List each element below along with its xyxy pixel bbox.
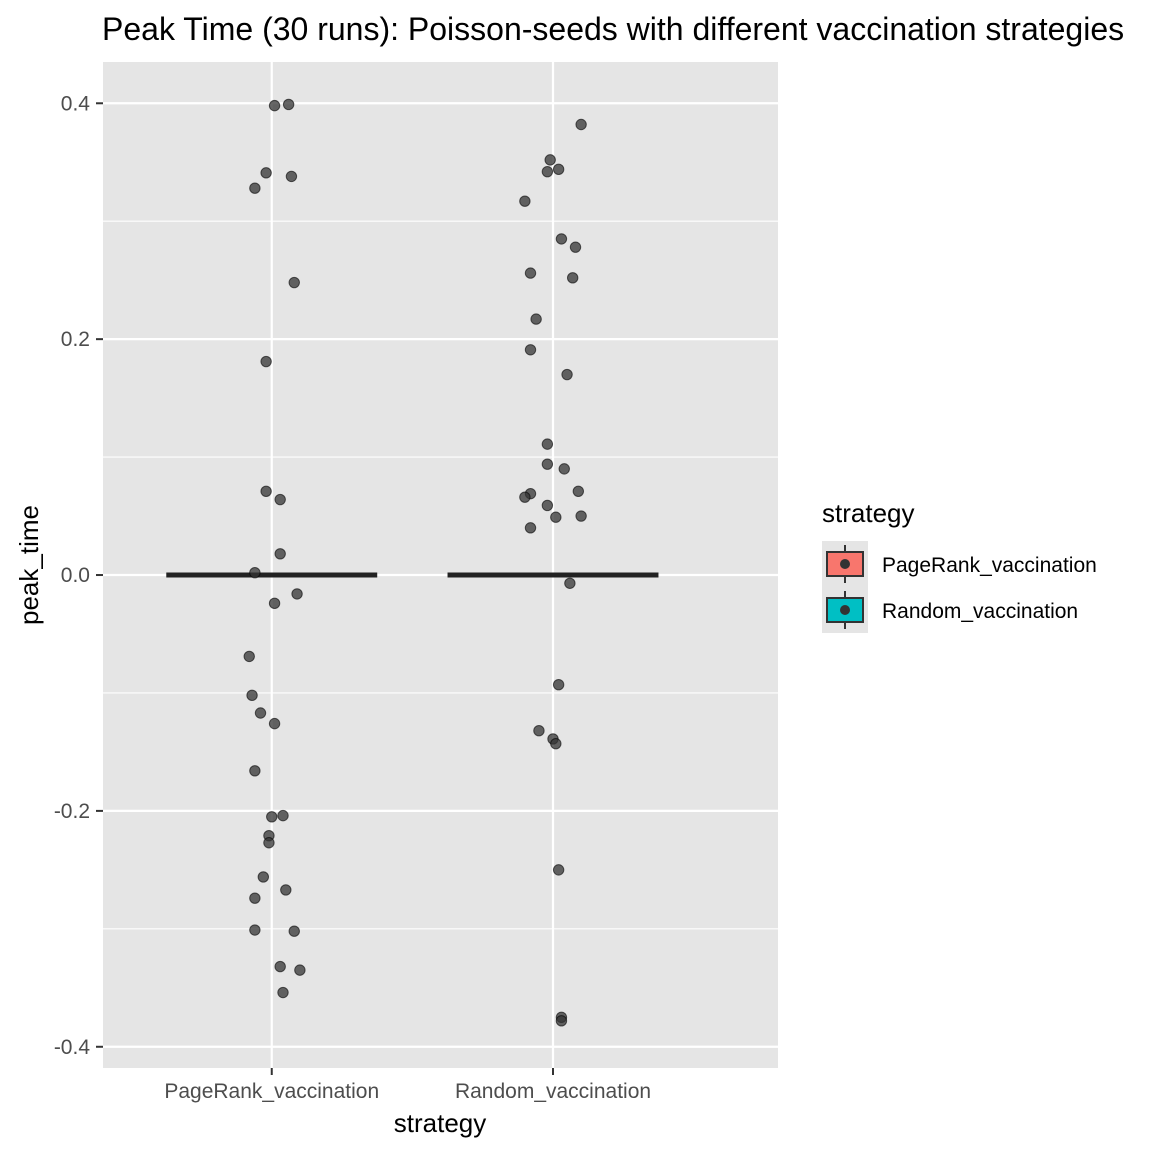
data-point (519, 491, 531, 503)
data-point (533, 725, 545, 737)
data-point (246, 689, 258, 702)
x-tick-label: PageRank_vaccination (164, 1080, 379, 1103)
data-point (274, 548, 286, 560)
data-point (519, 195, 531, 207)
x-axis-title: strategy (394, 1108, 487, 1138)
data-point (243, 650, 255, 663)
data-point (274, 960, 286, 973)
y-tick-label: 0.4 (61, 92, 91, 115)
data-point (282, 98, 295, 111)
data-point (572, 485, 585, 497)
data-point (266, 811, 278, 823)
data-point (524, 522, 537, 534)
data-point (541, 458, 554, 470)
data-point (274, 493, 286, 506)
data-point (555, 1015, 568, 1027)
data-point (550, 511, 562, 523)
y-axis: -0.4 -0.2 0.0 0.2 0.4 (54, 92, 103, 1059)
data-point (249, 924, 261, 936)
data-point (257, 871, 270, 883)
data-point (566, 272, 579, 284)
legend-entry: PageRank_vaccination (822, 541, 1097, 587)
data-point (524, 267, 537, 279)
data-points (243, 98, 587, 1027)
y-tick-label: -0.2 (54, 800, 90, 823)
data-point (268, 99, 281, 112)
data-point (277, 986, 289, 999)
data-point (249, 182, 261, 194)
legend-entry: Random_vaccination (822, 587, 1078, 633)
y-tick-label: 0.0 (61, 564, 90, 587)
y-tick-label: 0.2 (61, 328, 90, 351)
legend-swatch (826, 597, 864, 623)
data-point (569, 241, 582, 253)
data-point (260, 167, 272, 179)
data-point (564, 577, 576, 589)
data-point (288, 925, 300, 937)
legend: strategy PageRank_vaccination Random_vacc… (822, 498, 1097, 633)
data-point (552, 679, 565, 691)
data-point (285, 170, 298, 183)
data-point (541, 499, 554, 512)
data-point (294, 964, 306, 976)
plot-panel (103, 62, 778, 1068)
data-point (544, 154, 556, 166)
data-point (552, 163, 565, 176)
data-point (249, 566, 261, 579)
y-tick-label: -0.4 (54, 1036, 91, 1059)
data-point (530, 313, 542, 325)
data-point (541, 165, 554, 178)
x-tick-label: Random_vaccination (455, 1080, 651, 1103)
legend-point (840, 559, 850, 569)
x-axis: PageRank_vaccination Random_vaccination (164, 1068, 651, 1103)
data-point (550, 737, 562, 750)
chart-title: Peak Time (30 runs): Poisson-seeds with … (102, 11, 1124, 47)
data-point (555, 233, 568, 245)
data-point (575, 510, 587, 522)
legend-label: Random_vaccination (882, 600, 1078, 623)
data-point (249, 892, 261, 904)
data-point (561, 368, 573, 381)
y-axis-title: peak_time (14, 505, 44, 625)
data-point (268, 717, 281, 730)
legend-entries: PageRank_vaccination Random_vaccination (822, 541, 1097, 633)
data-point (558, 463, 570, 475)
data-point (268, 597, 281, 610)
data-point (541, 438, 554, 450)
data-point (249, 765, 261, 777)
data-point (254, 707, 267, 719)
grid-minor (103, 220, 778, 930)
data-point (524, 344, 537, 356)
data-point (277, 809, 289, 822)
data-point (280, 884, 292, 896)
data-point (552, 864, 565, 876)
legend-point (840, 605, 850, 615)
data-point (288, 276, 300, 289)
data-point (575, 118, 587, 131)
data-point (263, 837, 275, 849)
legend-label: PageRank_vaccination (882, 554, 1097, 577)
data-point (260, 355, 272, 368)
data-point (260, 485, 272, 497)
legend-title: strategy (822, 498, 915, 528)
data-point (291, 588, 303, 600)
